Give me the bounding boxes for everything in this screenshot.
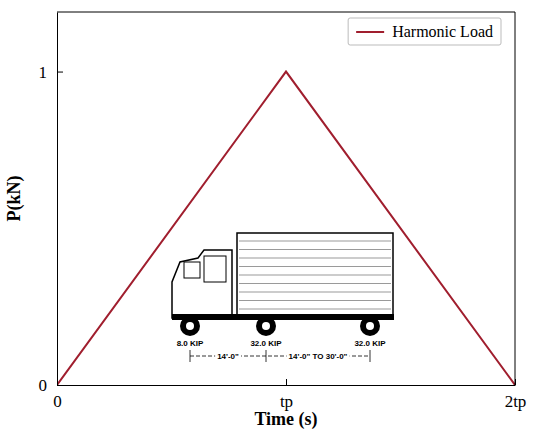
x-axis-title: Time (s) <box>254 409 317 430</box>
wheel <box>360 316 380 336</box>
x-tick-mark <box>286 379 287 385</box>
chassis <box>172 314 394 320</box>
truck-illustration: 8.0 KIP 32.0 KIP 32.0 KIP 14'-0" 14'-0" TO 3… <box>162 228 398 366</box>
wheel-hub <box>186 322 194 330</box>
cab-window <box>184 262 200 278</box>
x-tick: tp <box>280 379 293 411</box>
annotation-background <box>215 352 241 361</box>
legend-box <box>348 18 501 45</box>
trailer-rib <box>239 249 391 250</box>
y-tick-label: 1 <box>39 62 48 81</box>
trailer-rib <box>239 275 391 276</box>
data-layer <box>57 72 515 385</box>
x-tick-label: 2tp <box>505 392 527 411</box>
annotation: 32.0 KIP <box>250 339 282 348</box>
y-tick: 0 <box>39 376 64 395</box>
frame-right <box>515 12 516 385</box>
dimension-tick <box>190 350 191 362</box>
trailer <box>237 233 393 315</box>
wheel <box>256 316 276 336</box>
y-tick-mark <box>57 72 63 73</box>
annotation-background <box>287 352 350 361</box>
cab-door <box>204 256 226 282</box>
x-axis-line <box>58 385 516 386</box>
trailer-rib <box>239 309 391 310</box>
legend-item: Harmonic Load <box>356 23 493 40</box>
y-tick: 1 <box>39 62 64 81</box>
wheel-hub <box>366 322 374 330</box>
chart: 8.0 KIP 32.0 KIP 32.0 KIP 14'-0" 14'-0" TO 3… <box>0 0 540 433</box>
annotation: 8.0 KIP <box>177 339 204 348</box>
y-tick-mark <box>57 385 63 386</box>
trailer-rib <box>239 241 391 242</box>
x-axis: 0 tp 2tp <box>53 379 526 411</box>
dimension-tick <box>266 350 267 362</box>
frame-top <box>57 12 515 13</box>
wheel <box>180 316 200 336</box>
y-axis: 01 <box>39 13 64 395</box>
series-line <box>57 72 515 385</box>
trailer-rib <box>239 300 391 301</box>
trailer-rib <box>239 266 391 267</box>
y-tick-label: 0 <box>39 376 48 395</box>
trailer-rib <box>239 283 391 284</box>
y-axis-line <box>57 13 58 386</box>
legend: Harmonic Load <box>348 18 501 45</box>
annotation: 14'-0" TO 30'-0" <box>289 352 348 361</box>
y-axis-title: P(kN) <box>4 176 25 222</box>
legend-swatch <box>356 31 384 33</box>
cab <box>172 250 232 318</box>
annotation: 32.0 KIP <box>354 339 386 348</box>
plot: 8.0 KIP 32.0 KIP 32.0 KIP 14'-0" 14'-0" TO 3… <box>39 12 527 411</box>
trailer-rib <box>239 258 391 259</box>
wheel-hub <box>262 322 270 330</box>
annotation: 14'-0" <box>217 352 239 361</box>
legend-label: Harmonic Load <box>392 23 493 40</box>
x-tick-label: 0 <box>53 392 62 411</box>
truck-background <box>162 228 398 366</box>
dimension-tick <box>370 350 371 362</box>
trailer-rib <box>239 292 391 293</box>
